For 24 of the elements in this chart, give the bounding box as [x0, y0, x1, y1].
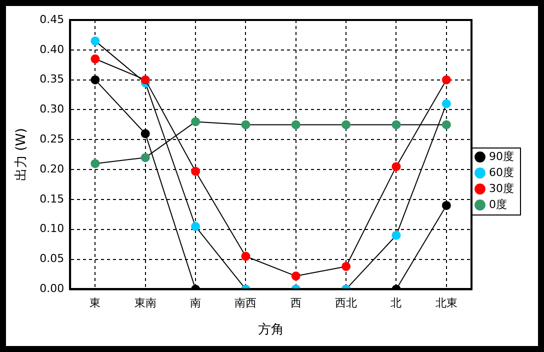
x-tick-label: 東南 [134, 296, 156, 310]
x-tick-label: 西 [290, 296, 302, 310]
y-tick-label: 0.00 [40, 282, 64, 296]
y-axis-title: 出力 (W) [14, 128, 30, 182]
x-tick-label: 北東 [435, 296, 458, 310]
y-tick-label: 0.30 [40, 102, 64, 116]
x-tick-label: 北 [390, 296, 402, 310]
legend-label: 90度 [489, 150, 514, 163]
y-tick-label: 0.15 [40, 192, 64, 206]
y-tick-label: 0.10 [40, 222, 64, 236]
x-tick-label: 南 [190, 296, 202, 310]
x-tick-label: 東 [90, 296, 101, 310]
x-axis-title: 方角 [258, 322, 284, 338]
x-tick-label: 西北 [335, 296, 358, 310]
y-tick-label: 0.35 [40, 72, 64, 86]
x-tick-label: 南西 [234, 296, 257, 310]
legend-label: 30度 [489, 182, 514, 195]
y-tick-label: 0.40 [40, 42, 64, 56]
legend-label: 60度 [489, 166, 514, 179]
y-tick-label: 0.05 [40, 252, 64, 266]
y-tick-label: 0.45 [40, 12, 64, 26]
y-tick-label: 0.20 [40, 162, 64, 176]
legend-label: 0度 [489, 198, 508, 211]
y-tick-label: 0.25 [40, 132, 64, 146]
